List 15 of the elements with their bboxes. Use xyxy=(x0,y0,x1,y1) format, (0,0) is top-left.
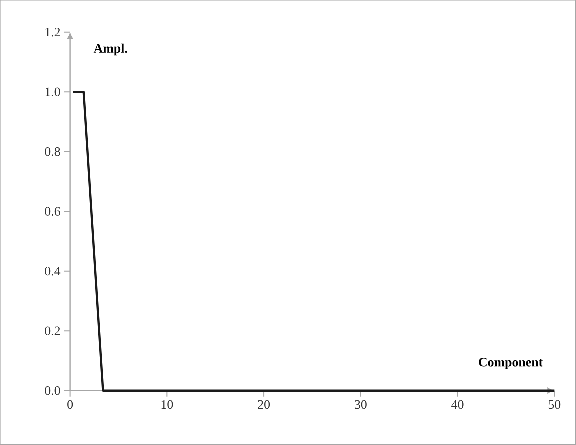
x-tick-label: 0 xyxy=(68,400,74,409)
y-tick-label: 0.8 xyxy=(45,147,60,156)
x-tick-label: 10 xyxy=(162,400,174,409)
x-tick-label: 50 xyxy=(548,400,561,409)
x-tick-label: 40 xyxy=(452,400,464,409)
x-tick-label: 20 xyxy=(258,400,270,409)
y-tick-label: 0.6 xyxy=(45,207,60,216)
x-axis-title: Component xyxy=(479,358,544,370)
y-axis-title: Ampl. xyxy=(94,44,128,56)
y-tick-label: 1.0 xyxy=(46,88,60,96)
y-tick-label: 1.2 xyxy=(46,28,60,37)
x-tick-label: 30 xyxy=(355,400,367,409)
y-tick-label: 0.0 xyxy=(45,386,60,396)
y-tick-label: 0.4 xyxy=(45,266,61,276)
y-tick-label: 0.2 xyxy=(45,326,60,336)
